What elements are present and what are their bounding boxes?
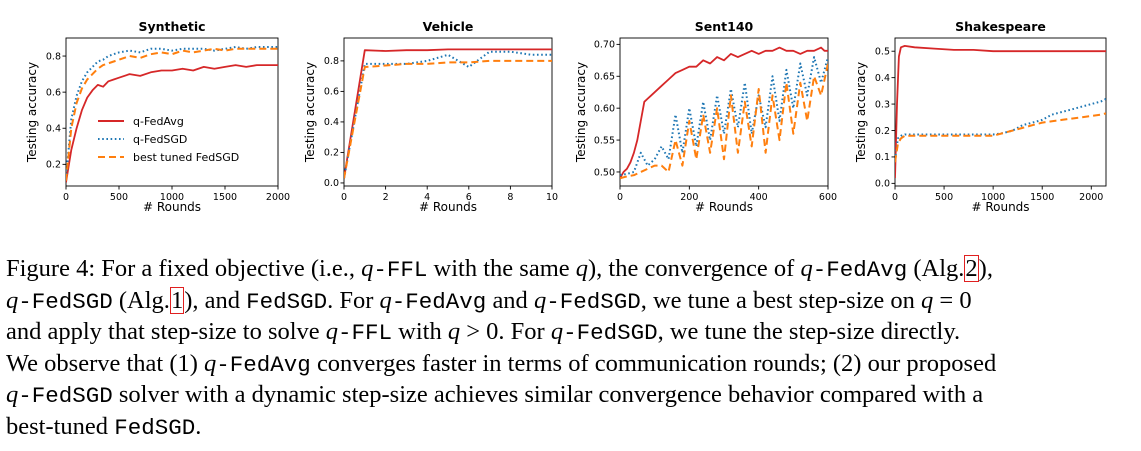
- caption-line-1: Figure 4: For a fixed objective (i.e., q…: [6, 255, 993, 283]
- x-tick-label: 0: [892, 192, 898, 203]
- series-line-best-tuned-fedsgd: [344, 59, 552, 179]
- x-tick-label: 0: [63, 192, 69, 203]
- plot-frame: [619, 37, 829, 187]
- x-tick-label: 0: [341, 192, 347, 203]
- chart-title: Vehicle: [423, 19, 474, 34]
- x-axis-label: # Rounds: [419, 200, 477, 214]
- x-tick-label: 2: [383, 192, 389, 203]
- x-tick-label: 8: [507, 192, 513, 203]
- x-tick-label: 1500: [213, 192, 237, 203]
- x-tick-label: 2000: [1079, 192, 1103, 203]
- caption-line-5: q-FedSGD solver with a dynamic step-size…: [6, 381, 984, 409]
- chart-title: Sent140: [695, 19, 754, 34]
- chart-vehicle: Vehicle 0 2 4 6 8 10 0.0 0.2 0.4 0.6 0.8 # Rounds Tes…: [303, 19, 558, 214]
- series-line-q-fedavg: [66, 64, 278, 183]
- algorithm-1-link[interactable]: 1: [169, 286, 185, 314]
- algorithm-2-link[interactable]: 2: [964, 255, 979, 282]
- chart-shakespeare: Shakespeare 0 500 1000 1500 2000 0.0 0.1 0.2 0.3 0…: [854, 19, 1107, 214]
- x-axis-label: # Rounds: [971, 200, 1029, 214]
- x-tick-label: 500: [935, 192, 953, 203]
- chart-synthetic: Synthetic 0 500 1000 1500 2000 0.2 0.4 0.6 0.8 # R…: [25, 19, 290, 214]
- series-line-q-fedavg: [344, 48, 552, 179]
- y-axis-label: Testing accuracy: [574, 62, 588, 163]
- x-tick-label: 500: [110, 192, 128, 203]
- chart-title: Synthetic: [138, 19, 205, 34]
- x-tick-label: 1000: [160, 192, 184, 203]
- y-tick-label: 0.0: [324, 178, 339, 189]
- y-axis-label: Testing accuracy: [854, 62, 868, 163]
- caption-line-4: We observe that (1) q-FedAvg converges f…: [6, 349, 997, 378]
- y-tick-label: 0.70: [594, 40, 615, 51]
- legend-label-q-fedavg: q-FedAvg: [133, 115, 184, 128]
- legend-label-q-fedsgd: q-FedSGD: [133, 133, 187, 146]
- series-line-best-tuned-fedsgd: [66, 47, 278, 181]
- caption-line-2: q-FedSGD (Alg.1), and FedSGD. For q-FedA…: [6, 286, 972, 315]
- x-tick-label: 0: [617, 192, 623, 203]
- y-tick-label: 0.3: [875, 99, 890, 110]
- y-axis-label: Testing accuracy: [25, 62, 39, 163]
- x-tick-label: 1500: [1030, 192, 1054, 203]
- x-tick-label: 1000: [981, 192, 1005, 203]
- caption-line-6: best-tuned FedSGD.: [6, 412, 202, 441]
- y-tick-label: 0.55: [594, 135, 615, 146]
- x-axis-label: # Rounds: [695, 200, 753, 214]
- series-line-q-fedsgd: [344, 50, 552, 179]
- chart-title: Shakespeare: [955, 19, 1046, 34]
- caption-line-3: and apply that step-size to solve q-FFL …: [6, 318, 961, 346]
- series-line-q-fedavg: [620, 46, 828, 179]
- x-tick-label: 400: [750, 192, 768, 203]
- y-tick-label: 0.0: [875, 179, 890, 190]
- series-line-q-fedsgd: [895, 97, 1106, 160]
- y-tick-label: 0.2: [46, 160, 61, 171]
- chart-sent140: Sent140 0 200 400 600 0.50 0.55 0.60 0.65 0.70 # R…: [574, 19, 837, 214]
- x-tick-label: 6: [466, 192, 472, 203]
- x-tick-label: 4: [424, 192, 430, 203]
- plot-frame: [894, 37, 1107, 187]
- y-tick-label: 0.8: [324, 56, 339, 67]
- y-tick-label: 0.2: [875, 126, 890, 137]
- x-tick-label: 10: [546, 192, 558, 203]
- x-tick-label: 200: [680, 192, 698, 203]
- y-tick-label: 0.2: [324, 148, 339, 159]
- series-line-best-tuned-fedsgd: [620, 63, 828, 180]
- y-tick-label: 0.50: [594, 167, 615, 178]
- legend-label-best-tuned-fedsgd: best tuned FedSGD: [133, 151, 239, 164]
- y-tick-label: 0.60: [594, 103, 615, 114]
- y-tick-label: 0.4: [46, 124, 61, 135]
- y-axis-label: Testing accuracy: [303, 62, 317, 163]
- y-tick-label: 0.6: [324, 87, 339, 98]
- plot-frame: [343, 37, 553, 187]
- y-tick-label: 0.4: [324, 117, 339, 128]
- x-tick-label: 600: [819, 192, 837, 203]
- y-tick-label: 0.6: [46, 87, 61, 98]
- y-tick-label: 0.8: [46, 51, 61, 62]
- y-tick-label: 0.1: [875, 152, 890, 163]
- series-line-q-fedavg: [895, 45, 1106, 179]
- y-tick-label: 0.5: [875, 47, 890, 58]
- x-axis-label: # Rounds: [143, 200, 201, 214]
- legend: q-FedAvg q-FedSGD best tuned FedSGD: [98, 115, 239, 164]
- y-tick-label: 0.65: [594, 72, 615, 83]
- figure-caption: Figure 4: For a fixed objective (i.e., q…: [6, 254, 1136, 443]
- y-tick-label: 0.4: [875, 73, 890, 84]
- x-tick-label: 2000: [266, 192, 290, 203]
- series-line-best-tuned-fedsgd: [895, 112, 1106, 163]
